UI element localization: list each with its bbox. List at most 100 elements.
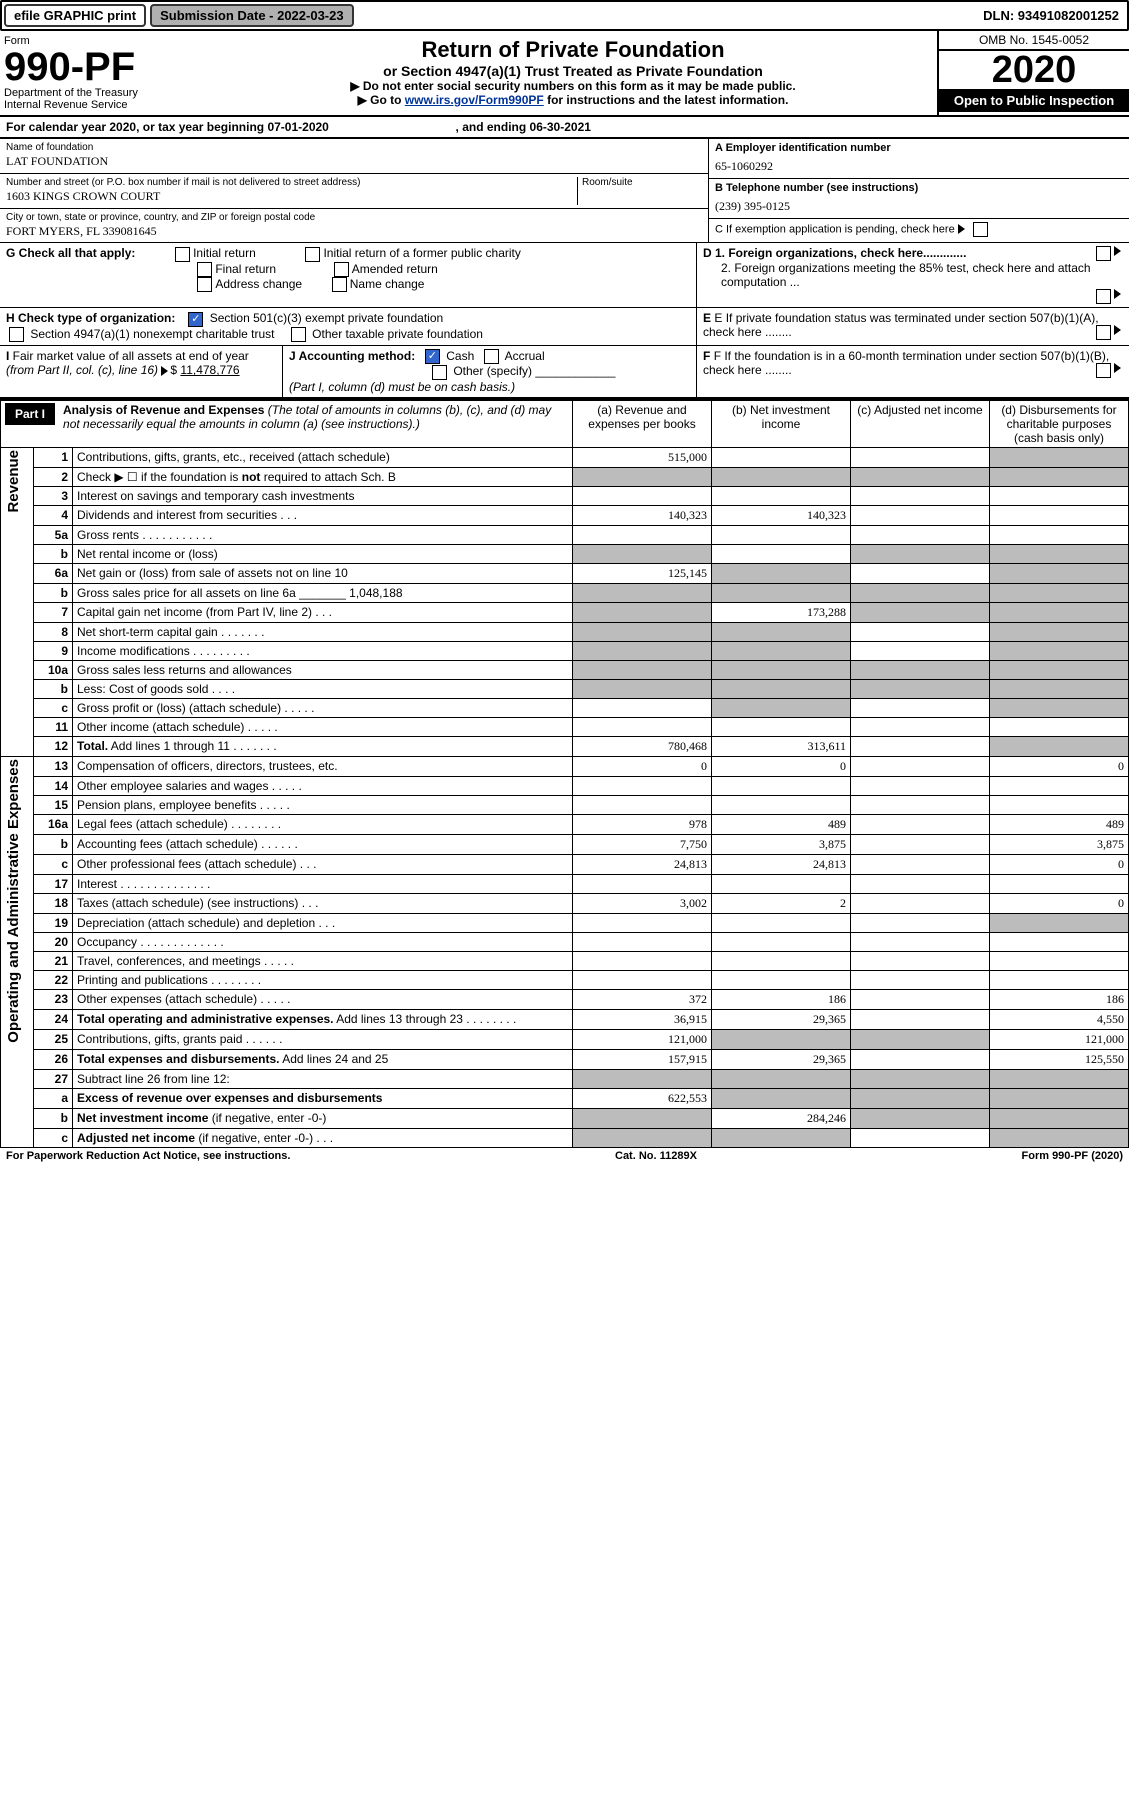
line-21: 21Travel, conferences, and meetings . . … (1, 951, 1129, 970)
phone-label: B Telephone number (see instructions) (715, 182, 1123, 194)
part1-table: Part I Analysis of Revenue and Expenses … (0, 399, 1129, 1148)
col-d: (d) Disbursements for charitable purpose… (990, 400, 1129, 448)
omb: OMB No. 1545-0052 (939, 31, 1129, 51)
dept: Department of the Treasury Internal Reve… (4, 87, 209, 111)
line-12: 12Total. Add lines 1 through 11 . . . . … (1, 736, 1129, 756)
line-1: Revenue1Contributions, gifts, grants, et… (1, 447, 1129, 467)
entity-info: Name of foundation LAT FOUNDATION Number… (0, 139, 1129, 243)
d1-checkbox[interactable] (1096, 246, 1111, 261)
g-amended[interactable] (334, 262, 349, 277)
ein: 65-1060292 (715, 154, 1123, 175)
line-3: 3Interest on savings and temporary cash … (1, 486, 1129, 505)
col-c: (c) Adjusted net income (851, 400, 990, 448)
open-public: Open to Public Inspection (939, 89, 1129, 112)
line-b: bAccounting fees (attach schedule) . . .… (1, 834, 1129, 854)
address: 1603 KINGS CROWN COURT (6, 188, 577, 205)
line-20: 20Occupancy . . . . . . . . . . . . . (1, 932, 1129, 951)
line-16a: 16aLegal fees (attach schedule) . . . . … (1, 814, 1129, 834)
footer: For Paperwork Reduction Act Notice, see … (0, 1148, 1129, 1164)
footer-right: Form 990-PF (2020) (1022, 1150, 1124, 1162)
line-13: Operating and Administrative Expenses13C… (1, 756, 1129, 776)
part1-label: Part I (5, 403, 55, 425)
phone: (239) 395-0125 (715, 194, 1123, 215)
foundation-name: LAT FOUNDATION (6, 153, 702, 170)
j-cash[interactable]: ✓ (425, 349, 440, 364)
form-title: Return of Private Foundation (209, 37, 937, 63)
footer-mid: Cat. No. 11289X (615, 1150, 697, 1162)
line-10a: 10aGross sales less returns and allowanc… (1, 660, 1129, 679)
name-label: Name of foundation (6, 142, 702, 153)
line-6a: 6aNet gain or (loss) from sale of assets… (1, 563, 1129, 583)
j-other[interactable] (432, 365, 447, 380)
line-c: cGross profit or (loss) (attach schedule… (1, 698, 1129, 717)
tax-year: 2020 (939, 51, 1129, 89)
g-address[interactable] (197, 277, 212, 292)
col-b: (b) Net investment income (712, 400, 851, 448)
line-b: bNet investment income (if negative, ent… (1, 1108, 1129, 1128)
line-25: 25Contributions, gifts, grants paid . . … (1, 1029, 1129, 1049)
d2-checkbox[interactable] (1096, 289, 1111, 304)
g-final[interactable] (197, 262, 212, 277)
line-7: 7Capital gain net income (from Part IV, … (1, 602, 1129, 622)
line-18: 18Taxes (attach schedule) (see instructi… (1, 893, 1129, 913)
line-d: D 1. Foreign organizations, check here..… (696, 243, 1129, 307)
submission-date: Submission Date - 2022-03-23 (150, 4, 354, 27)
line-26: 26Total expenses and disbursements. Add … (1, 1049, 1129, 1069)
form-number: 990-PF (4, 47, 209, 87)
line-f: F F If the foundation is in a 60-month t… (696, 346, 1129, 397)
line-b: bLess: Cost of goods sold . . . . (1, 679, 1129, 698)
line-5a: 5aGross rents . . . . . . . . . . . (1, 525, 1129, 544)
line-c: cOther professional fees (attach schedul… (1, 854, 1129, 874)
line-11: 11Other income (attach schedule) . . . .… (1, 717, 1129, 736)
line-c: cAdjusted net income (if negative, enter… (1, 1128, 1129, 1147)
dln: DLN: 93491082001252 (983, 8, 1125, 23)
row-h: H Check type of organization: ✓ Section … (0, 308, 1129, 346)
line-22: 22Printing and publications . . . . . . … (1, 970, 1129, 989)
city-state: FORT MYERS, FL 339081645 (6, 223, 702, 240)
line-9: 9Income modifications . . . . . . . . . (1, 641, 1129, 660)
g-initial[interactable] (175, 247, 190, 262)
g-initial-public[interactable] (305, 247, 320, 262)
form-header: Form 990-PF Department of the Treasury I… (0, 31, 1129, 117)
footer-left: For Paperwork Reduction Act Notice, see … (6, 1150, 290, 1162)
c-checkbox[interactable] (973, 222, 988, 237)
g-name[interactable] (332, 277, 347, 292)
fmv: 11,478,776 (180, 363, 239, 377)
e-checkbox[interactable] (1096, 325, 1111, 340)
city-label: City or town, state or province, country… (6, 212, 702, 223)
top-bar: efile GRAPHIC print Submission Date - 20… (0, 0, 1129, 31)
calendar-year: For calendar year 2020, or tax year begi… (0, 117, 1129, 139)
irs-link[interactable]: www.irs.gov/Form990PF (405, 93, 544, 107)
line-a: aExcess of revenue over expenses and dis… (1, 1088, 1129, 1108)
line-8: 8Net short-term capital gain . . . . . .… (1, 622, 1129, 641)
addr-label: Number and street (or P.O. box number if… (6, 177, 577, 188)
note2: ▶ Go to www.irs.gov/Form990PF for instru… (209, 93, 937, 107)
line-b: bNet rental income or (loss) (1, 544, 1129, 563)
line-14: 14Other employee salaries and wages . . … (1, 776, 1129, 795)
revenue-label: Revenue (5, 450, 22, 513)
line-b: bGross sales price for all assets on lin… (1, 583, 1129, 602)
line-17: 17Interest . . . . . . . . . . . . . . (1, 874, 1129, 893)
line-19: 19Depreciation (attach schedule) and dep… (1, 913, 1129, 932)
efile-btn[interactable]: efile GRAPHIC print (4, 4, 146, 27)
form-subtitle: or Section 4947(a)(1) Trust Treated as P… (209, 63, 937, 79)
col-a: (a) Revenue and expenses per books (573, 400, 712, 448)
h-other-tax[interactable] (291, 327, 306, 342)
line-2: 2Check ▶ ☐ if the foundation is not requ… (1, 467, 1129, 486)
f-checkbox[interactable] (1096, 363, 1111, 378)
h-4947[interactable] (9, 327, 24, 342)
line-e: E E If private foundation status was ter… (696, 308, 1129, 345)
ein-label: A Employer identification number (715, 142, 1123, 154)
line-15: 15Pension plans, employee benefits . . .… (1, 795, 1129, 814)
line-27: 27Subtract line 26 from line 12: (1, 1069, 1129, 1088)
row-g: G Check all that apply: Initial return I… (0, 243, 1129, 308)
line-23: 23Other expenses (attach schedule) . . .… (1, 989, 1129, 1009)
expenses-label: Operating and Administrative Expenses (5, 759, 22, 1043)
part1-title: Analysis of Revenue and Expenses (The to… (55, 403, 568, 431)
j-accrual[interactable] (484, 349, 499, 364)
line-4: 4Dividends and interest from securities … (1, 505, 1129, 525)
line-c: C If exemption application is pending, c… (709, 219, 1129, 240)
h-501c3[interactable]: ✓ (188, 312, 203, 327)
row-ij: I Fair market value of all assets at end… (0, 346, 1129, 399)
room-label: Room/suite (582, 177, 702, 188)
